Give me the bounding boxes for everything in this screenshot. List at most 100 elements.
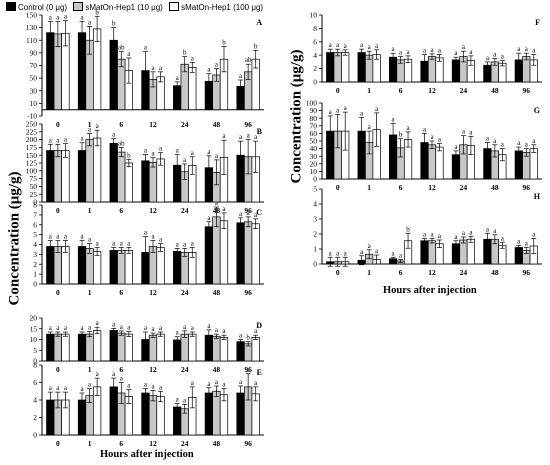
significance-letter: a — [430, 46, 434, 54]
significance-letter: a — [406, 124, 410, 132]
y-tick-label: 6 — [33, 220, 37, 229]
y-tick-label: 0 — [313, 175, 317, 184]
significance-letter: a — [80, 233, 84, 241]
x-tick-label: 6 — [399, 268, 403, 277]
significance-letter: a — [207, 148, 211, 156]
significance-letter: a — [368, 43, 372, 51]
significance-letter: a — [525, 45, 529, 53]
legend-item-100ug: sMatOn-Hep1 (100 μg) — [165, 2, 263, 12]
bar-100ug — [529, 148, 538, 180]
x-tick-label: 6 — [119, 206, 123, 215]
y-tick-label: 1 — [33, 270, 37, 279]
significance-letter: a — [159, 64, 163, 72]
significance-letter: a — [88, 236, 92, 244]
significance-letter: b — [112, 20, 116, 28]
x-tick-label: 6 — [119, 439, 123, 448]
significance-letter: a — [56, 384, 60, 392]
significance-letter: a — [56, 136, 60, 144]
y-tick-label: 90 — [310, 106, 318, 115]
significance-letter: a — [430, 133, 434, 141]
significance-letter: a — [151, 382, 155, 390]
significance-letter: a — [423, 231, 427, 239]
bar-10ug — [244, 221, 253, 285]
significance-letter: a — [532, 137, 536, 145]
significance-letter: a — [176, 329, 180, 337]
bar-100ug — [92, 251, 102, 285]
bar-100ug — [124, 162, 133, 203]
significance-letter: a — [215, 378, 219, 386]
y-tick-label: 100 — [26, 166, 38, 175]
x-tick-label: 6 — [119, 365, 123, 374]
significance-letter: a — [344, 42, 348, 50]
significance-letter: a — [462, 43, 466, 51]
significance-letter: a — [112, 131, 116, 139]
significance-letter: a — [517, 45, 521, 53]
bar-10ug — [212, 335, 221, 362]
y-tick-label: 150 — [26, 151, 38, 160]
y-tick-label: 4 — [313, 200, 317, 209]
x-tick-label: 24 — [181, 120, 189, 129]
x-tick-label: 24 — [460, 268, 468, 277]
x-tick-label: 48 — [491, 86, 499, 95]
significance-letter: a — [56, 324, 60, 332]
significance-letter: a — [517, 139, 521, 147]
bar-100ug — [92, 330, 102, 362]
bar-10ug — [85, 248, 94, 285]
y-tick-label: 5 — [33, 230, 37, 239]
significance-letter: a — [493, 137, 497, 145]
y-tick-label: 4 — [33, 240, 37, 249]
significance-letter: a — [532, 231, 536, 239]
significance-letter: a — [144, 381, 148, 389]
bar-control — [204, 226, 214, 285]
x-tick-label: 12 — [428, 183, 436, 192]
left-x-axis-label: Hours after injection — [100, 449, 194, 460]
x-tick-label: 12 — [149, 120, 157, 129]
x-tick-label: 12 — [149, 365, 157, 374]
significance-letter: a — [336, 41, 340, 49]
bar-control — [326, 52, 335, 83]
y-tick-label: 0 — [313, 260, 317, 269]
significance-letter: a — [56, 233, 60, 241]
significance-letter: a — [151, 150, 155, 158]
significance-letter: b — [95, 8, 99, 16]
bar-control — [109, 250, 118, 285]
significance-letter: a — [207, 214, 211, 222]
significance-letter: a — [151, 233, 155, 241]
legend-label-10ug: sMatOn-Hep1 (10 μg) — [85, 3, 163, 12]
x-tick-label: 48 — [213, 288, 221, 297]
bar-10ug — [459, 239, 468, 265]
x-tick-label: 96 — [244, 439, 252, 448]
significance-letter: a — [254, 133, 258, 141]
significance-letter: a — [112, 370, 116, 378]
y-tick-label: -10 — [27, 112, 37, 121]
significance-letter: a — [176, 240, 180, 248]
significance-letter: b — [254, 42, 258, 50]
significance-letter: a — [344, 104, 348, 112]
significance-letter: a — [176, 74, 180, 82]
bar-10ug — [522, 56, 531, 83]
significance-letter: a — [501, 141, 505, 149]
bar-10ug — [212, 390, 221, 436]
bar-control — [236, 341, 245, 362]
significance-letter: a — [336, 249, 340, 257]
panel-letter: H — [534, 192, 541, 201]
legend-item-control: Control (0 μg) — [6, 2, 69, 12]
y-tick-label: 250 — [26, 120, 38, 129]
x-tick-label: 48 — [213, 365, 221, 374]
significance-letter: a — [462, 229, 466, 237]
significance-letter: a — [486, 135, 490, 143]
x-tick-label: 0 — [56, 120, 60, 129]
legend-item-10ug: sMatOn-Hep1 (10 μg) — [69, 2, 165, 12]
significance-letter: a — [525, 141, 529, 149]
x-tick-label: 24 — [181, 288, 189, 297]
significance-letter: a — [239, 378, 243, 386]
significance-letter: a — [144, 229, 148, 237]
bar-10ug — [180, 252, 189, 285]
y-tick-label: 125 — [26, 159, 38, 168]
significance-letter: a — [486, 54, 490, 62]
significance-letter: b — [127, 151, 131, 159]
significance-letter: a — [215, 152, 219, 160]
x-tick-label: 48 — [213, 439, 221, 448]
